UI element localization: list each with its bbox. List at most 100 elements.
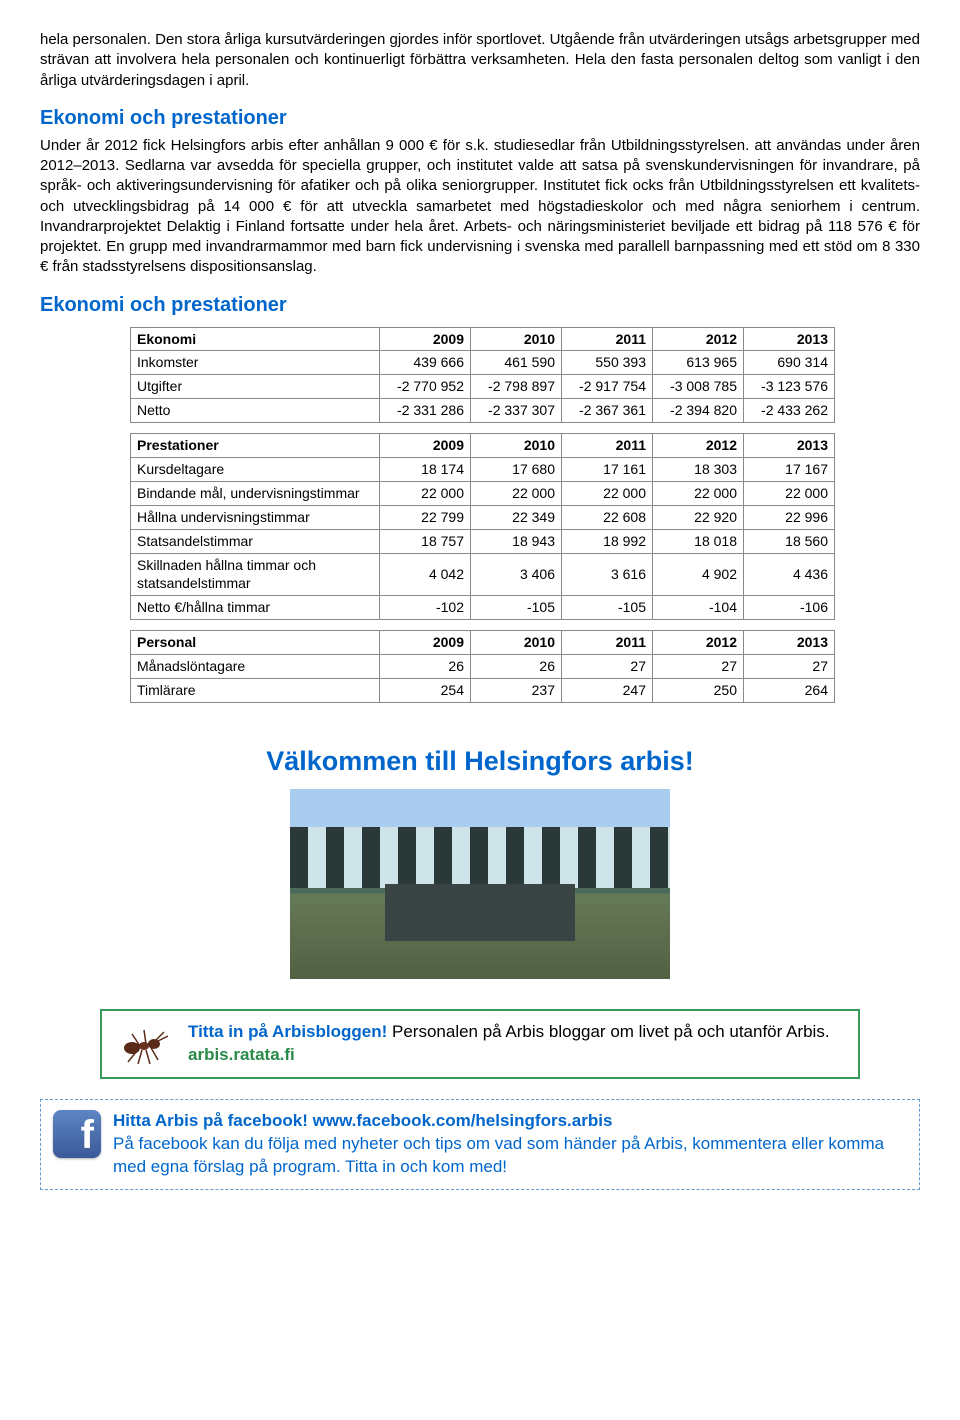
row-value: 3 406 [471, 553, 562, 596]
table-row: Inkomster439 666461 590550 393613 965690… [131, 351, 835, 375]
table-header-year: 2010 [471, 434, 562, 458]
row-value: 18 757 [380, 529, 471, 553]
row-value: 18 943 [471, 529, 562, 553]
row-value: -2 433 262 [744, 399, 835, 423]
table-header-year: 2009 [380, 631, 471, 655]
row-value: 22 799 [380, 505, 471, 529]
facebook-title[interactable]: Hitta Arbis på facebook! www.facebook.co… [113, 1111, 612, 1130]
table-row: Utgifter-2 770 952-2 798 897-2 917 754-3… [131, 375, 835, 399]
row-value: 17 680 [471, 457, 562, 481]
row-value: 237 [471, 678, 562, 702]
table-row: Netto €/hållna timmar-102-105-105-104-10… [131, 596, 835, 620]
row-value: 22 000 [471, 481, 562, 505]
table-header-label: Prestationer [131, 434, 380, 458]
row-value: 18 560 [744, 529, 835, 553]
row-value: 17 161 [562, 457, 653, 481]
row-value: 27 [562, 655, 653, 679]
table-ekonomi: Ekonomi20092010201120122013Inkomster439 … [130, 327, 835, 424]
table-row: Skillnaden hållna timmar och statsandels… [131, 553, 835, 596]
row-value: 439 666 [380, 351, 471, 375]
row-value: 613 965 [653, 351, 744, 375]
row-value: 22 000 [653, 481, 744, 505]
heading-ekonomi-2: Ekonomi och prestationer [40, 292, 920, 319]
blog-body: Personalen på Arbis bloggar om livet på … [387, 1022, 829, 1041]
table-row: Timlärare254237247250264 [131, 678, 835, 702]
heading-ekonomi-1: Ekonomi och prestationer [40, 105, 920, 132]
table-header-year: 2012 [653, 434, 744, 458]
table-row: Statsandelstimmar18 75718 94318 99218 01… [131, 529, 835, 553]
table-header-year: 2013 [744, 434, 835, 458]
table-row: Hållna undervisningstimmar22 79922 349 22… [131, 505, 835, 529]
row-value: 4 042 [380, 553, 471, 596]
row-value: 22 349 [471, 505, 562, 529]
intro-paragraph: hela personalen. Den stora årliga kursut… [40, 30, 920, 91]
row-label: Netto [131, 399, 380, 423]
row-value: 26 [471, 655, 562, 679]
row-label: Hållna undervisningstimmar [131, 505, 380, 529]
building-photo [290, 789, 670, 979]
table-header-year: 2013 [744, 327, 835, 351]
row-label: Kursdeltagare [131, 457, 380, 481]
row-value: 461 590 [471, 351, 562, 375]
row-value: 250 [653, 678, 744, 702]
table-row: Bindande mål, undervisningstimmar22 0002… [131, 481, 835, 505]
row-value: -2 331 286 [380, 399, 471, 423]
blog-url[interactable]: arbis.ratata.fi [188, 1045, 295, 1064]
row-value: -3 008 785 [653, 375, 744, 399]
table-header-year: 2010 [471, 327, 562, 351]
row-value: -105 [562, 596, 653, 620]
row-value: 264 [744, 678, 835, 702]
row-value: -2 337 307 [471, 399, 562, 423]
row-value: 18 174 [380, 457, 471, 481]
row-value: -104 [653, 596, 744, 620]
row-value: 247 [562, 678, 653, 702]
blog-link[interactable]: Titta in på Arbisbloggen! [188, 1022, 387, 1041]
table-header-year: 2012 [653, 631, 744, 655]
blog-callout-box: Titta in på Arbisbloggen! Personalen på … [100, 1009, 860, 1079]
row-value: -2 917 754 [562, 375, 653, 399]
row-label: Netto €/hållna timmar [131, 596, 380, 620]
welcome-heading: Välkommen till Helsingfors arbis! [40, 743, 920, 779]
row-value: 27 [653, 655, 744, 679]
row-value: -3 123 576 [744, 375, 835, 399]
table-header-year: 2010 [471, 631, 562, 655]
row-value: -106 [744, 596, 835, 620]
row-value: 18 018 [653, 529, 744, 553]
row-value: 22 000 [744, 481, 835, 505]
row-value: 22 000 [380, 481, 471, 505]
row-value: -2 367 361 [562, 399, 653, 423]
row-value: 550 393 [562, 351, 653, 375]
row-value: 26 [380, 655, 471, 679]
table-personal: Personal20092010201120122013Månadslöntag… [130, 630, 835, 703]
row-label: Skillnaden hållna timmar och statsandels… [131, 553, 380, 596]
facebook-text: Hitta Arbis på facebook! www.facebook.co… [113, 1110, 907, 1179]
facebook-callout-box: Hitta Arbis på facebook! www.facebook.co… [40, 1099, 920, 1190]
row-label: Bindande mål, undervisningstimmar [131, 481, 380, 505]
table-header-year: 2011 [562, 631, 653, 655]
table-header-year: 2011 [562, 327, 653, 351]
row-value: -2 394 820 [653, 399, 744, 423]
row-value: -2 770 952 [380, 375, 471, 399]
row-value: 4 436 [744, 553, 835, 596]
ant-icon [114, 1022, 174, 1066]
row-value: 254 [380, 678, 471, 702]
table-row: Kursdeltagare18 17417 68017 16118 30317 … [131, 457, 835, 481]
row-value: 17 167 [744, 457, 835, 481]
row-value: 18 992 [562, 529, 653, 553]
row-value: 4 902 [653, 553, 744, 596]
row-value: 22 920 [653, 505, 744, 529]
table-header-label: Personal [131, 631, 380, 655]
row-label: Statsandelstimmar [131, 529, 380, 553]
row-label: Månadslöntagare [131, 655, 380, 679]
table-header-year: 2009 [380, 327, 471, 351]
table-row: Netto-2 331 286-2 337 307-2 367 361-2 39… [131, 399, 835, 423]
row-value: 27 [744, 655, 835, 679]
table-header-year: 2012 [653, 327, 744, 351]
body-paragraph: Under år 2012 fick Helsingfors arbis eft… [40, 136, 920, 278]
row-value: 22 000 [562, 481, 653, 505]
row-value: 690 314 [744, 351, 835, 375]
table-header-label: Ekonomi [131, 327, 380, 351]
blog-text: Titta in på Arbisbloggen! Personalen på … [188, 1021, 846, 1067]
facebook-icon[interactable] [53, 1110, 101, 1158]
table-prestationer: Prestationer20092010201120122013Kursdelt… [130, 433, 835, 620]
